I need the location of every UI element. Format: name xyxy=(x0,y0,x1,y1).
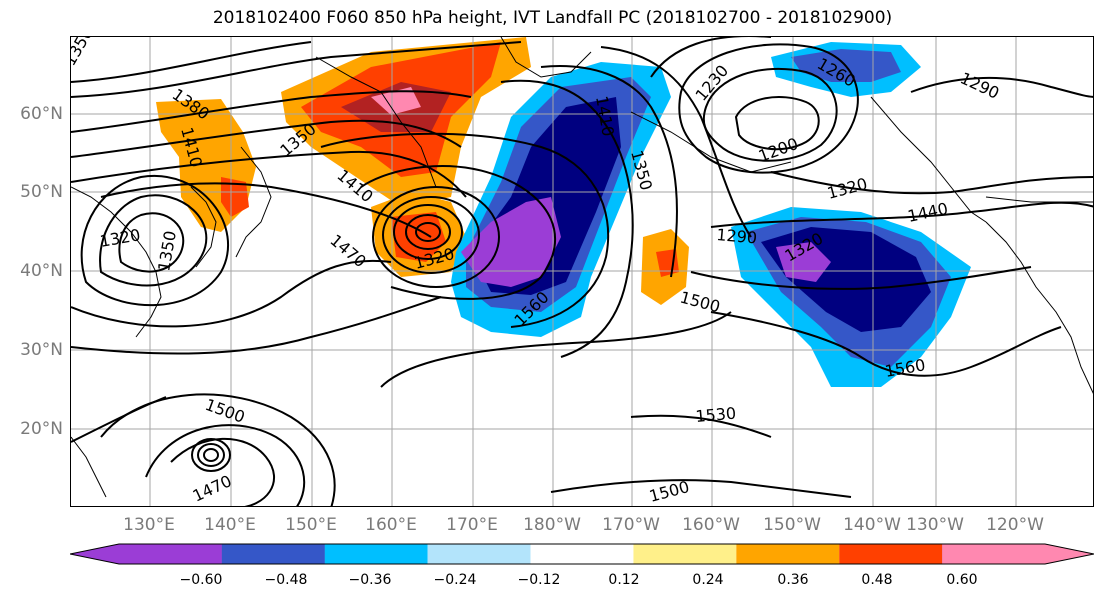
lon-label-140e: 140°E xyxy=(204,515,256,535)
contour-label: 1350 xyxy=(71,37,97,69)
colorbar-segments xyxy=(70,544,1094,564)
colorbar-segment xyxy=(736,544,840,564)
contour-label: 1470 xyxy=(190,471,235,505)
contour-label: 1350 xyxy=(154,229,180,272)
lon-label-140w: 140°W xyxy=(843,515,901,535)
contour-label: 1500 xyxy=(203,395,248,427)
colorbar-tick: 0.60 xyxy=(946,572,978,588)
ivt-shading xyxy=(156,37,971,387)
colorbar-segment xyxy=(221,544,325,564)
lat-label-60n: 60°N xyxy=(20,104,63,124)
lat-label-50n: 50°N xyxy=(20,182,63,202)
contour-label: 1320 xyxy=(825,174,869,203)
contour-label: 1290 xyxy=(957,68,1002,102)
contour-label: 1500 xyxy=(678,288,722,317)
ivt-positive-core-asia xyxy=(221,177,249,217)
colorbar-tick: −0.48 xyxy=(264,572,308,588)
colorbar-tick: −0.60 xyxy=(179,572,223,588)
colorbar-segment xyxy=(427,544,531,564)
map-canvas: 1350 1380 1410 1350 1320 1350 1410 1470 … xyxy=(71,37,1093,506)
colorbar-segment xyxy=(530,544,634,564)
ivt-positive-pink-bering xyxy=(371,87,421,115)
colorbar-segment xyxy=(942,544,1094,564)
ivt-negative-purple-central xyxy=(461,197,561,287)
colorbar-tick: −0.12 xyxy=(517,572,561,588)
height-contours xyxy=(71,37,1093,506)
lon-label-170e: 170°E xyxy=(446,515,498,535)
lon-label-160w: 160°W xyxy=(682,515,740,535)
contour-label: 1530 xyxy=(695,404,737,426)
lat-label-30n: 30°N xyxy=(20,340,63,360)
colorbar-segment xyxy=(839,544,943,564)
lon-label-170w: 170°W xyxy=(602,515,660,535)
colorbar-tick: −0.36 xyxy=(348,572,392,588)
colorbar-tick: 0.24 xyxy=(692,572,724,588)
lon-label-130e: 130°E xyxy=(123,515,175,535)
colorbar-segment xyxy=(324,544,428,564)
map-title: 2018102400 F060 850 hPa height, IVT Land… xyxy=(212,8,893,28)
contour-label: 1440 xyxy=(906,199,950,226)
colorbar-tick: −0.24 xyxy=(433,572,477,588)
contour-label: 1470 xyxy=(326,231,369,272)
colorbar-tick: 0.36 xyxy=(777,572,809,588)
coastlines xyxy=(71,37,1093,498)
map-panel: 1350 1380 1410 1350 1320 1350 1410 1470 … xyxy=(70,36,1094,507)
colorbar-segment xyxy=(633,544,737,564)
lon-label-150e: 150°E xyxy=(285,515,337,535)
lon-label-150w: 150°W xyxy=(763,515,821,535)
lon-label-160e: 160°E xyxy=(365,515,417,535)
lat-label-20n: 20°N xyxy=(20,419,63,439)
ivt-negative-purple-eastpacific xyxy=(776,242,831,282)
lat-label-40n: 40°N xyxy=(20,261,63,281)
colorbar xyxy=(70,543,1094,565)
gridlines xyxy=(71,37,1093,506)
ivt-positive-region-asia xyxy=(156,99,256,232)
contour-label: 1290 xyxy=(716,225,758,247)
contour-label: 1320 xyxy=(98,225,141,251)
lon-label-120w: 120°W xyxy=(986,515,1044,535)
colorbar-tick: 0.12 xyxy=(608,572,640,588)
lon-label-130w: 130°W xyxy=(906,515,964,535)
colorbar-segment xyxy=(70,544,222,564)
lon-label-180w: 180°W xyxy=(523,515,581,535)
colorbar-outline xyxy=(70,543,1094,565)
colorbar-tick: 0.48 xyxy=(861,572,893,588)
